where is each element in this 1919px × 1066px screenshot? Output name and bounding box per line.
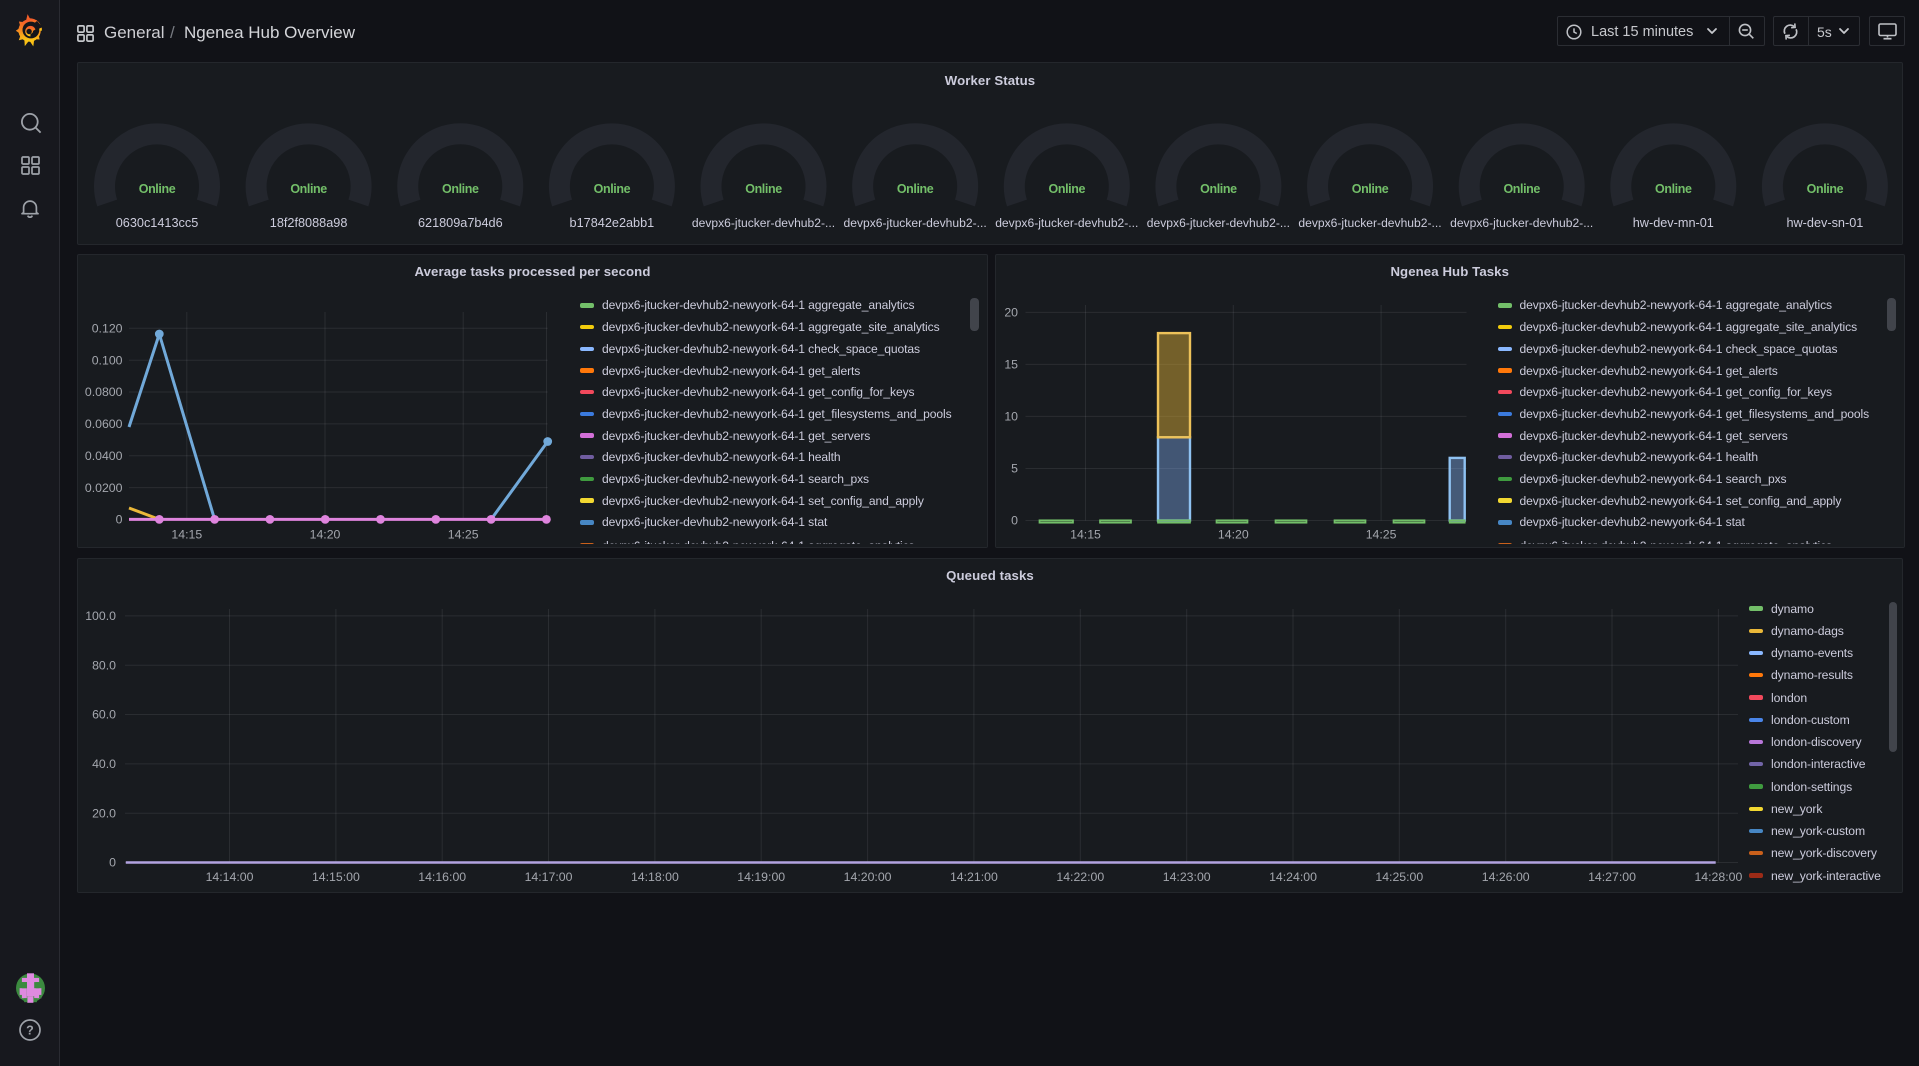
svg-text:devpx6-jtucker-devhub2-...: devpx6-jtucker-devhub2-... — [692, 216, 835, 230]
svg-text:0: 0 — [116, 513, 123, 527]
svg-text:14:14:00: 14:14:00 — [206, 870, 254, 884]
svg-text:15: 15 — [1004, 358, 1018, 372]
svg-text:14:22:00: 14:22:00 — [1056, 870, 1104, 884]
svg-text:20: 20 — [1004, 306, 1018, 320]
svg-text:621809a7b4d6: 621809a7b4d6 — [418, 216, 503, 230]
svg-text:devpx6-jtucker-devhub2-...: devpx6-jtucker-devhub2-... — [1450, 216, 1593, 230]
svg-text:Online: Online — [290, 182, 327, 196]
svg-text:0.120: 0.120 — [92, 322, 123, 336]
svg-text:14:23:00: 14:23:00 — [1163, 870, 1211, 884]
svg-text:devpx6-jtucker-devhub2-...: devpx6-jtucker-devhub2-... — [995, 216, 1138, 230]
svg-text:18f2f8088a98: 18f2f8088a98 — [270, 216, 348, 230]
svg-text:14:25:00: 14:25:00 — [1375, 870, 1423, 884]
svg-text:0630c1413cc5: 0630c1413cc5 — [116, 216, 199, 230]
svg-text:Online: Online — [1807, 182, 1844, 196]
svg-text:10: 10 — [1004, 410, 1018, 424]
svg-text:14:21:00: 14:21:00 — [950, 870, 998, 884]
svg-text:hw-dev-sn-01: hw-dev-sn-01 — [1786, 216, 1863, 230]
svg-text:Online: Online — [1655, 182, 1692, 196]
svg-text:14:19:00: 14:19:00 — [737, 870, 785, 884]
svg-text:14:24:00: 14:24:00 — [1269, 870, 1317, 884]
svg-text:0.0200: 0.0200 — [85, 481, 123, 495]
svg-text:Online: Online — [1352, 182, 1389, 196]
svg-text:14:16:00: 14:16:00 — [418, 870, 466, 884]
svg-text:14:27:00: 14:27:00 — [1588, 870, 1636, 884]
svg-text:14:15: 14:15 — [1070, 528, 1101, 542]
svg-text:Online: Online — [1200, 182, 1237, 196]
svg-text:14:15: 14:15 — [171, 528, 202, 542]
svg-text:0.0800: 0.0800 — [85, 385, 123, 399]
svg-text:devpx6-jtucker-devhub2-...: devpx6-jtucker-devhub2-... — [1298, 216, 1441, 230]
svg-text:14:18:00: 14:18:00 — [631, 870, 679, 884]
svg-text:Online: Online — [897, 182, 934, 196]
svg-text:?: ? — [26, 1024, 34, 1038]
svg-text:Online: Online — [594, 182, 631, 196]
svg-text:0: 0 — [1011, 514, 1018, 528]
svg-text:hw-dev-mn-01: hw-dev-mn-01 — [1633, 216, 1714, 230]
svg-text:100.0: 100.0 — [85, 609, 116, 623]
svg-text:14:20: 14:20 — [310, 528, 341, 542]
svg-text:14:15:00: 14:15:00 — [312, 870, 360, 884]
svg-text:devpx6-jtucker-devhub2-...: devpx6-jtucker-devhub2-... — [1147, 216, 1290, 230]
svg-text:0.0400: 0.0400 — [85, 449, 123, 463]
svg-text:Online: Online — [1049, 182, 1086, 196]
svg-text:80.0: 80.0 — [92, 658, 116, 672]
svg-text:Online: Online — [139, 182, 176, 196]
svg-text:14:28:00: 14:28:00 — [1694, 870, 1742, 884]
svg-text:14:26:00: 14:26:00 — [1482, 870, 1530, 884]
svg-text:5: 5 — [1011, 462, 1018, 476]
svg-text:14:20:00: 14:20:00 — [844, 870, 892, 884]
svg-text:14:25: 14:25 — [1365, 528, 1396, 542]
svg-text:14:25: 14:25 — [448, 528, 479, 542]
svg-text:0: 0 — [109, 855, 116, 869]
svg-text:60.0: 60.0 — [92, 707, 116, 721]
svg-text:40.0: 40.0 — [92, 757, 116, 771]
svg-text:14:17:00: 14:17:00 — [525, 870, 573, 884]
svg-text:Online: Online — [442, 182, 479, 196]
svg-text:20.0: 20.0 — [92, 806, 116, 820]
svg-text:Online: Online — [1503, 182, 1540, 196]
svg-text:0.100: 0.100 — [92, 353, 123, 367]
svg-text:devpx6-jtucker-devhub2-...: devpx6-jtucker-devhub2-... — [844, 216, 987, 230]
svg-text:14:20: 14:20 — [1217, 528, 1248, 542]
svg-text:0.0600: 0.0600 — [85, 417, 123, 431]
svg-text:Online: Online — [745, 182, 782, 196]
svg-text:b17842e2abb1: b17842e2abb1 — [570, 216, 655, 230]
